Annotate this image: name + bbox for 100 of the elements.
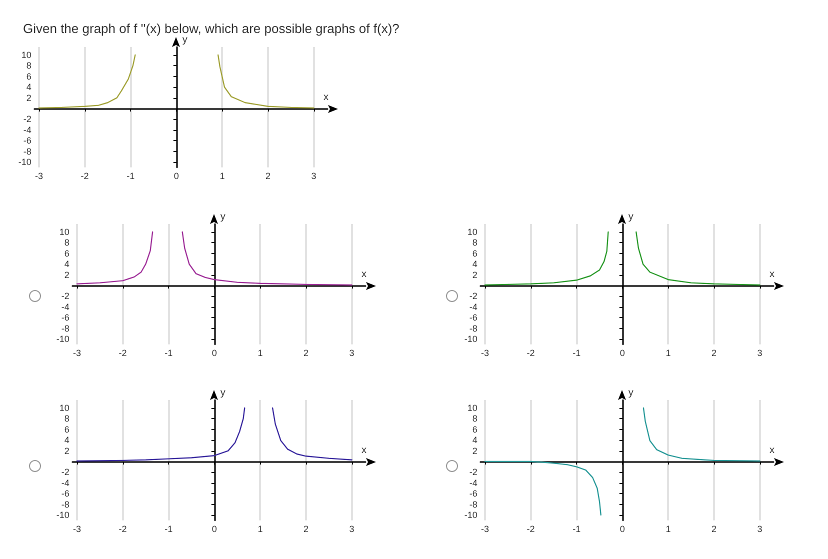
x-tick-label: 0 [174,170,179,181]
y-tick-label: -10 [56,510,70,520]
y-tick-label: -10 [464,334,478,344]
line-series [38,54,136,109]
x-tick-label: 2 [303,524,309,534]
y-tick-label: -6 [61,488,70,499]
x-tick-label: -3 [480,348,490,358]
line-series [636,231,760,286]
y-tick-label: -8 [469,323,478,334]
x-axis-title: x [770,269,775,280]
y-tick-label: 6 [64,424,70,434]
y-tick-label: -2 [61,291,70,302]
x-tick-label: -3 [72,348,82,358]
y-tick-label: 4 [64,435,70,446]
y-tick-label: 10 [59,403,70,413]
y-tick-label: 2 [472,270,478,280]
y-tick-label: 2 [64,446,70,456]
x-axis-title: x [324,92,329,103]
y-tick-label: 2 [64,270,70,280]
y-tick-label: -6 [469,312,478,323]
y-axis-title: y [220,387,226,398]
x-tick-label: 1 [258,348,263,358]
y-tick-label: -2 [469,291,478,302]
y-tick-label: 6 [64,248,70,258]
x-tick-label: -2 [118,348,127,358]
y-tick-label: -8 [23,146,32,156]
x-tick-label: 3 [349,524,354,534]
y-tick-label: -4 [469,302,478,312]
y-tick-label: 6 [472,424,478,434]
y-tick-label: 4 [472,259,478,270]
x-tick-label: 3 [757,348,762,358]
x-tick-label: 1 [258,524,263,534]
x-axis-title: x [770,445,775,456]
x-tick-label: -2 [80,170,89,181]
x-tick-label: -2 [526,524,535,534]
x-axis-title: x [362,445,367,456]
line-series [272,407,352,460]
x-tick-label: 3 [349,348,354,358]
x-tick-label: -2 [118,524,127,534]
y-tick-label: 2 [472,446,478,456]
x-tick-label: 1 [220,170,225,181]
y-tick-label: -10 [464,510,478,520]
x-tick-label: -2 [526,348,535,358]
x-tick-label: 2 [265,170,271,181]
y-tick-label: -10 [56,334,70,344]
y-tick-label: -6 [23,136,32,146]
y-tick-label: 4 [472,435,478,446]
y-tick-label: -8 [469,499,478,510]
y-tick-label: 4 [26,82,32,92]
y-tick-label: 2 [26,92,32,103]
x-tick-label: 0 [620,524,625,534]
x-tick-label: 3 [311,170,316,181]
line-series [76,231,154,284]
line-series [484,231,609,286]
y-tick-label: -4 [469,478,478,488]
y-axis-title: y [220,211,226,222]
y-tick-label: -6 [61,312,70,323]
y-tick-label: 6 [26,71,32,82]
y-tick-label: -6 [469,488,478,499]
x-tick-label: 0 [620,348,625,358]
y-tick-label: 8 [26,60,32,71]
y-tick-label: 10 [21,50,32,60]
y-tick-label: -8 [61,499,70,510]
y-axis-title: y [628,211,634,222]
y-tick-label: -4 [23,124,32,135]
x-tick-label: -1 [572,524,581,534]
y-tick-label: -4 [61,302,70,312]
x-tick-label: -3 [34,170,44,181]
y-tick-label: 8 [472,238,478,248]
x-tick-label: 2 [711,348,717,358]
y-tick-label: 10 [59,227,70,237]
x-tick-label: -1 [164,524,173,534]
x-tick-label: 2 [711,524,717,534]
y-tick-label: -8 [61,323,70,334]
x-tick-label: 1 [666,348,671,358]
y-tick-label: 4 [64,259,70,270]
y-tick-label: 8 [64,238,70,248]
line-series [76,407,246,462]
line-series [642,407,760,462]
y-axis-title: y [628,387,634,398]
line-series [484,460,602,516]
x-tick-label: 0 [212,524,217,534]
x-tick-label: -1 [164,348,173,358]
line-series [182,231,352,286]
x-tick-label: 2 [303,348,309,358]
y-tick-label: -2 [61,467,70,478]
x-axis-title: x [362,269,367,280]
y-tick-label: -4 [61,478,70,488]
x-tick-label: 0 [212,348,217,358]
x-tick-label: 1 [666,524,671,534]
y-tick-label: 10 [467,227,478,237]
y-tick-label: 8 [472,414,478,424]
line-series [217,54,314,109]
y-tick-label: -2 [469,467,478,478]
y-tick-label: 6 [472,248,478,258]
y-axis-title: y [182,34,188,46]
y-tick-label: -2 [23,114,32,124]
x-tick-label: -1 [126,170,135,181]
x-tick-label: -3 [72,524,82,534]
y-tick-label: 10 [467,403,478,413]
